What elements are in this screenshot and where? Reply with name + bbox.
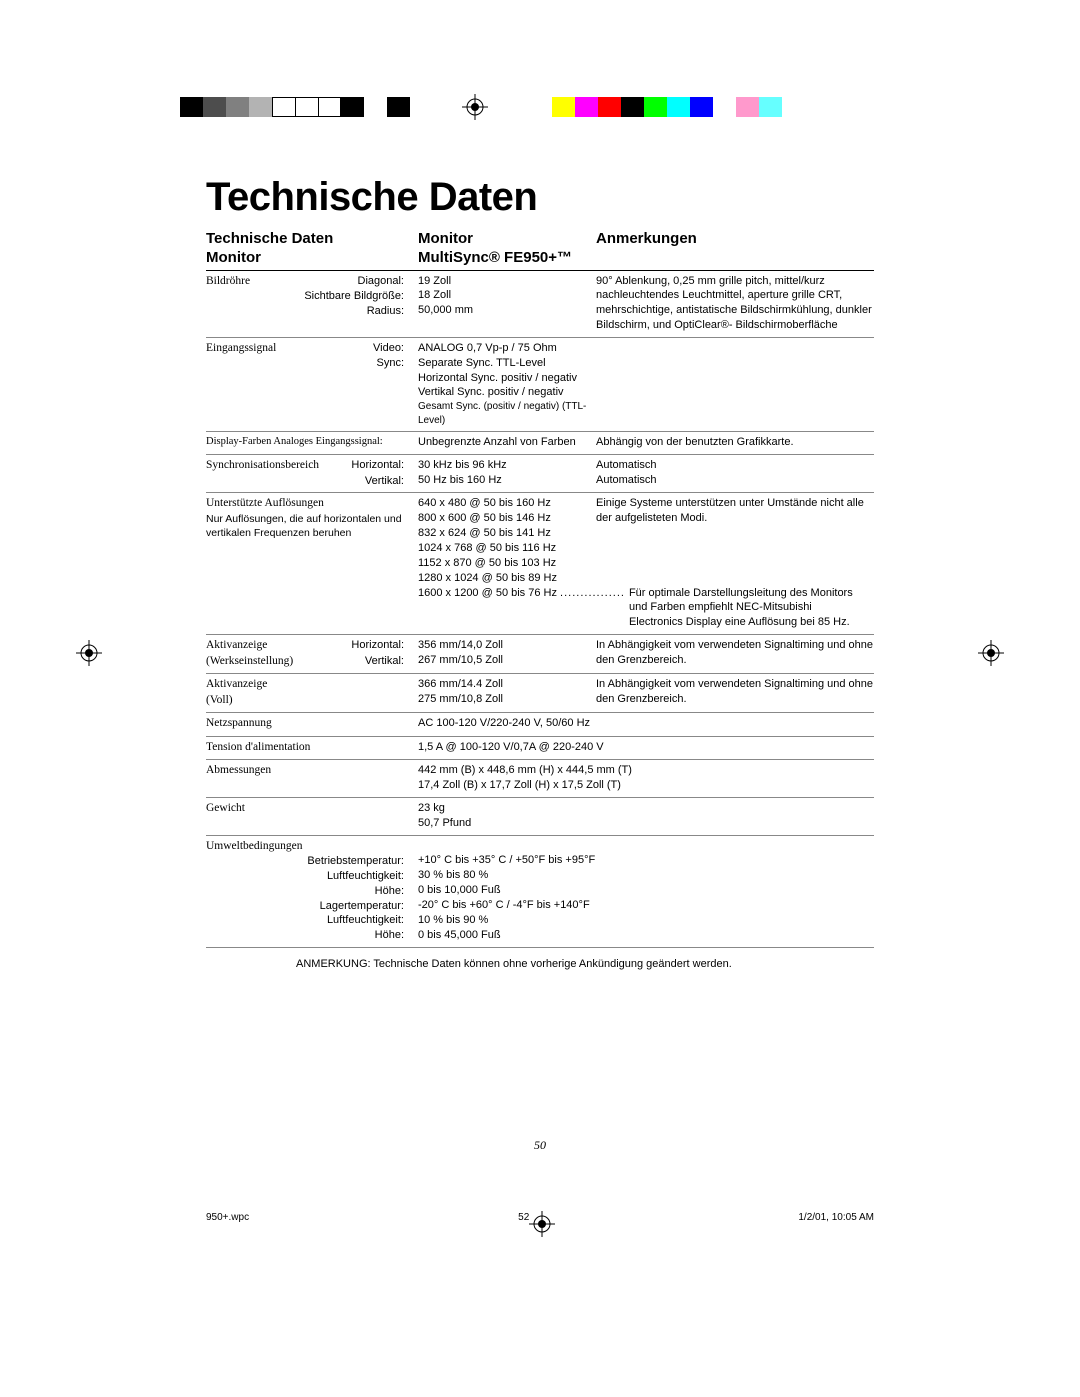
printer-colorbar-right	[552, 97, 782, 117]
spec-row-resolutions: Unterstützte Auflösungen Nur Auflösungen…	[206, 493, 874, 635]
footnote: ANMERKUNG: Technische Daten können ohne …	[206, 958, 874, 970]
spec-row-aktiv-werk: AktivanzeigeHorizontal: (Werkseinstellun…	[206, 635, 874, 674]
page-title: Technische Daten	[206, 175, 874, 220]
header-col2-line1: Monitor	[418, 230, 596, 249]
spec-row-displayfarben: Display-Farben Analoges Eingangssignal: …	[206, 432, 874, 455]
registration-mark-icon	[76, 640, 102, 666]
header-col1-line1: Technische Daten	[206, 230, 418, 249]
spec-row-bildroehre: BildröhreDiagonal: Sichtbare Bildgröße: …	[206, 271, 874, 338]
note: 90° Ablenkung, 0,25 mm grille pitch, mit…	[596, 274, 874, 333]
spec-row-gewicht: Gewicht 23 kg 50,7 Pfund	[206, 798, 874, 836]
table-header: Technische Daten Monitor Monitor MultiSy…	[206, 230, 874, 271]
registration-mark-icon	[978, 640, 1004, 666]
spec-row-netz: Netzspannung AC 100-120 V/220-240 V, 50/…	[206, 713, 874, 737]
footer-date: 1/2/01, 10:05 AM	[798, 1212, 874, 1223]
registration-mark-icon	[462, 94, 488, 120]
header-col1-line2: Monitor	[206, 249, 418, 268]
printer-colorbar-left	[180, 97, 410, 117]
spec-row-umwelt: Umweltbedingungen Betriebstemperatur: Lu…	[206, 836, 874, 949]
footer-filename: 950+.wpc	[206, 1212, 249, 1223]
spec-row-eingangssignal: EingangssignalVideo: Sync: ANALOG 0,7 Vp…	[206, 338, 874, 432]
footer-signature: 52	[518, 1212, 529, 1223]
spec-row-sync: SynchronisationsbereichHorizontal: Verti…	[206, 455, 874, 493]
spec-row-aktiv-voll: Aktivanzeige (Voll) 366 mm/14.4 Zoll 275…	[206, 674, 874, 713]
label: Bildröhre	[206, 274, 342, 290]
print-footer: 950+.wpc 52 1/2/01, 10:05 AM	[206, 1212, 874, 1223]
header-col3-line1: Anmerkungen	[596, 230, 874, 249]
spec-row-tension: Tension d'alimentation 1,5 A @ 100-120 V…	[206, 737, 874, 761]
page-content: Technische Daten Technische Daten Monito…	[206, 175, 874, 970]
spec-row-abmessungen: Abmessungen 442 mm (B) x 448,6 mm (H) x …	[206, 760, 874, 798]
page-number: 50	[0, 1138, 1080, 1153]
header-col2-line2: MultiSync® FE950+™	[418, 249, 596, 268]
